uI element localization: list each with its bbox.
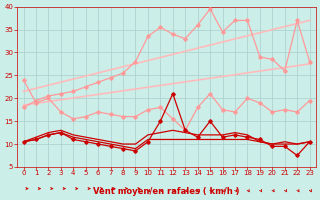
- X-axis label: Vent moyen/en rafales ( km/h ): Vent moyen/en rafales ( km/h ): [93, 187, 240, 196]
